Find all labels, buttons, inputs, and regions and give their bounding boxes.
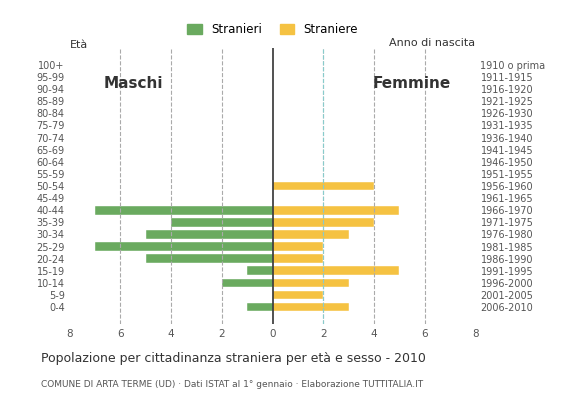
- Legend: Stranieri, Straniere: Stranieri, Straniere: [183, 18, 362, 40]
- Bar: [247, 266, 273, 275]
- Bar: [247, 303, 273, 312]
- Text: COMUNE DI ARTA TERME (UD) · Dati ISTAT al 1° gennaio · Elaborazione TUTTITALIA.I: COMUNE DI ARTA TERME (UD) · Dati ISTAT a…: [41, 380, 423, 389]
- Text: Femmine: Femmine: [373, 76, 451, 90]
- Bar: [95, 242, 273, 251]
- Bar: [273, 218, 374, 227]
- Bar: [273, 303, 349, 312]
- Bar: [171, 218, 273, 227]
- Bar: [273, 242, 324, 251]
- Bar: [146, 230, 273, 239]
- Bar: [273, 206, 400, 214]
- Bar: [222, 278, 273, 287]
- Text: Età: Età: [70, 40, 88, 50]
- Bar: [273, 230, 349, 239]
- Bar: [273, 266, 400, 275]
- Bar: [273, 254, 324, 263]
- Text: Popolazione per cittadinanza straniera per età e sesso - 2010: Popolazione per cittadinanza straniera p…: [41, 352, 426, 365]
- Bar: [273, 182, 374, 190]
- Text: Anno di nascita: Anno di nascita: [390, 38, 476, 48]
- Bar: [273, 278, 349, 287]
- Text: Maschi: Maschi: [103, 76, 163, 90]
- Bar: [146, 254, 273, 263]
- Bar: [95, 206, 273, 214]
- Bar: [273, 291, 324, 299]
